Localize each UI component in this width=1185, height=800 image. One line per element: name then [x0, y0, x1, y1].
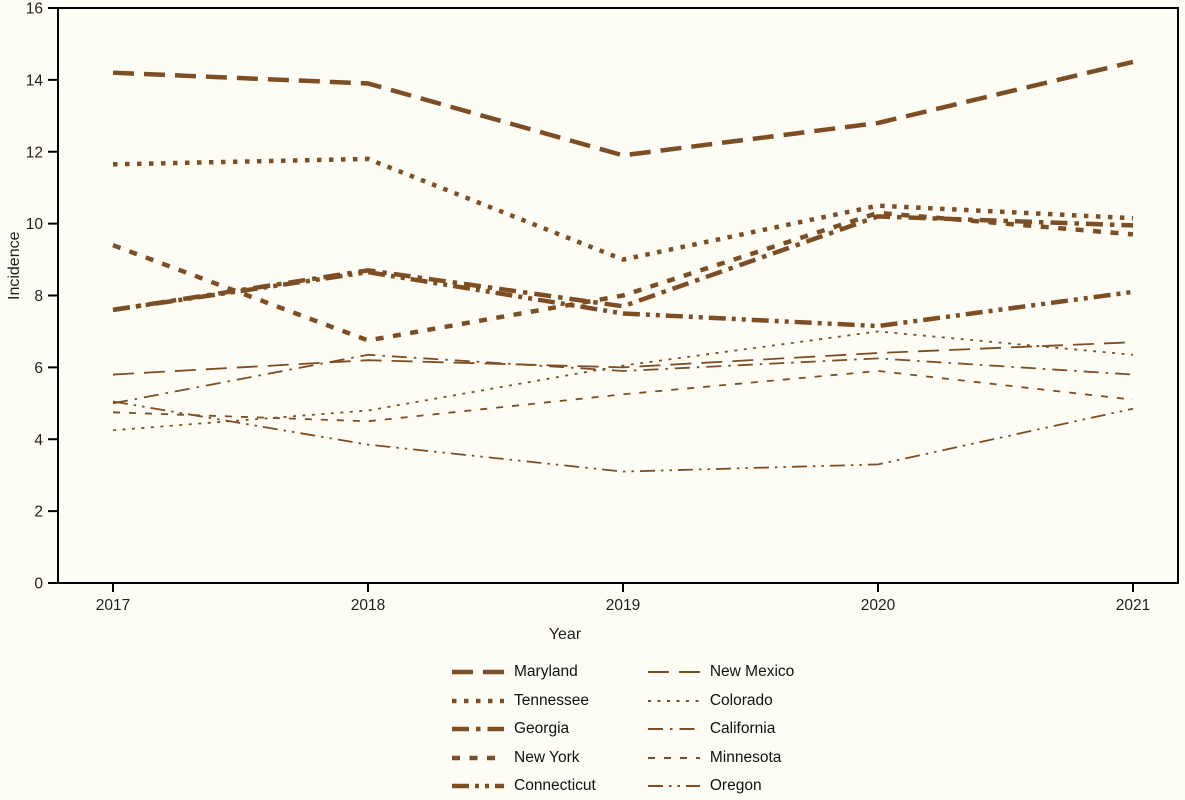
y-tick-label: 14 — [26, 72, 44, 89]
legend-swatch-short-dash — [647, 756, 700, 759]
legend-label: California — [709, 720, 776, 738]
legend-swatch-long-dash — [452, 670, 504, 675]
legend-item-colorado: Colorado — [647, 687, 794, 716]
legend-swatch-dash-dot — [452, 727, 504, 732]
series-line-oregon — [112, 400, 1134, 473]
series-line-california — [112, 353, 1134, 405]
series-line-new-mexico — [112, 341, 1134, 376]
legend-label: Oregon — [709, 777, 762, 795]
y-tick-label: 10 — [26, 216, 44, 233]
series-line-connecticut — [112, 269, 1134, 329]
legend-swatch-dash-dot-dot — [452, 784, 504, 789]
legend-label: Georgia — [514, 720, 570, 738]
x-tick-label: 2020 — [861, 597, 896, 614]
legend-item-new-york: New York — [452, 744, 596, 773]
legend-label: New York — [514, 748, 580, 766]
legend-swatch-long-dash — [647, 671, 700, 674]
legend-label: New Mexico — [709, 663, 795, 681]
x-axis-title: Year — [548, 626, 582, 643]
legend-item-california: California — [647, 715, 794, 744]
y-tick-label: 2 — [34, 504, 43, 521]
legend-label: Maryland — [514, 663, 578, 681]
legend-item-oregon: Oregon — [647, 772, 794, 800]
series-line-tennessee — [112, 156, 1134, 262]
series-line-maryland — [112, 59, 1134, 158]
x-tick-label: 2021 — [1116, 597, 1150, 614]
y-tick-label: 0 — [34, 576, 43, 593]
y-axis-title: Incidence — [6, 231, 23, 301]
legend-swatch-dot — [452, 698, 504, 703]
series-line-new-york — [112, 210, 1134, 343]
legend-label: Tennessee — [514, 691, 589, 709]
legend-swatch-short-dash — [452, 755, 504, 760]
y-tick-label: 6 — [34, 360, 43, 377]
legend-swatch-dash-dot — [647, 728, 700, 731]
legend-item-georgia: Georgia — [452, 715, 596, 744]
legend-swatch-dash-dot-dot — [647, 785, 700, 788]
legend-label: Connecticut — [514, 777, 596, 795]
x-tick-label: 2017 — [96, 597, 130, 614]
series-line-minnesota — [112, 370, 1134, 423]
legend-label: Colorado — [709, 691, 773, 709]
y-tick-label: 4 — [34, 432, 43, 449]
x-tick-label: 2018 — [351, 597, 385, 614]
y-tick-label: 12 — [26, 144, 43, 161]
x-tick-label: 2019 — [606, 597, 640, 614]
legend-label: Minnesota — [709, 748, 782, 766]
series-line-colorado — [112, 330, 1134, 432]
legend-item-new-mexico: New Mexico — [647, 658, 795, 687]
chart-legend: Maryland Tennessee Georgia New York Connecti… — [452, 658, 794, 800]
legend-item-minnesota: Minnesota — [647, 744, 794, 773]
legend-item-maryland: Maryland — [452, 658, 596, 687]
y-tick-label: 8 — [34, 288, 43, 305]
legend-swatch-dot — [647, 699, 700, 702]
legend-item-tennessee: Tennessee — [452, 687, 596, 716]
y-tick-label: 16 — [26, 1, 43, 18]
legend-item-connecticut: Connecticut — [452, 772, 596, 800]
